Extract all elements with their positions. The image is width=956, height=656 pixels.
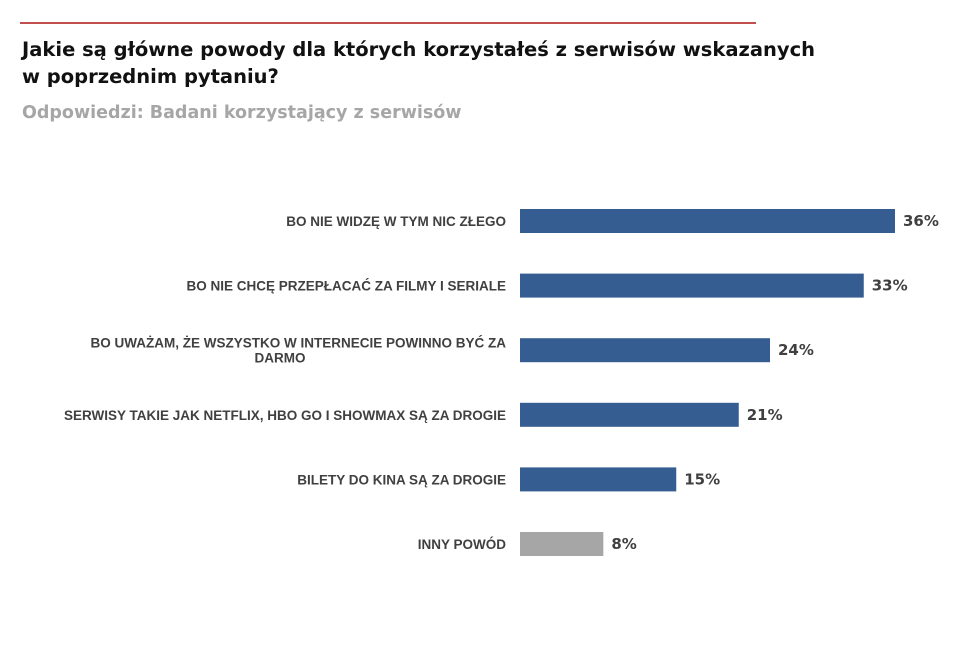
bar-3 [520, 338, 770, 363]
category-label-6: INNY POWÓD [418, 537, 507, 552]
category-label-3-line-1: BO UWAŻAM, ŻE WSZYSTKO W INTERNECIE POWI… [91, 336, 507, 351]
category-label-3-line-2: DARMO [255, 351, 306, 366]
category-label-1: BO NIE WIDZĘ W TYM NIC ZŁEGO [286, 214, 506, 229]
category-label-5: BILETY DO KINA SĄ ZA DROGIE [297, 472, 506, 487]
bar-2 [520, 273, 864, 298]
category-label-2: BO NIE CHCĘ PRZEPŁACAĆ ZA FILMY I SERIAL… [186, 279, 506, 294]
chart-subtitle: Odpowiedzi: Badani korzystający z serwis… [22, 103, 462, 123]
chart-title: Jakie są główne powody dla których korzy… [22, 38, 816, 88]
title-accent-rule [20, 22, 756, 24]
category-label-4: SERWISY TAKIE JAK NETFLIX, HBO GO I SHOW… [64, 408, 506, 423]
bar-5 [520, 467, 677, 492]
value-label-1: 36% [903, 212, 939, 230]
bar-6 [520, 532, 604, 556]
value-label-6: 8% [611, 535, 636, 553]
bar-1 [520, 209, 895, 233]
value-label-3: 24% [778, 341, 814, 359]
value-label-2: 33% [872, 277, 908, 295]
value-label-5: 15% [684, 470, 720, 488]
bar-4 [520, 402, 739, 427]
value-label-4: 21% [747, 406, 783, 424]
